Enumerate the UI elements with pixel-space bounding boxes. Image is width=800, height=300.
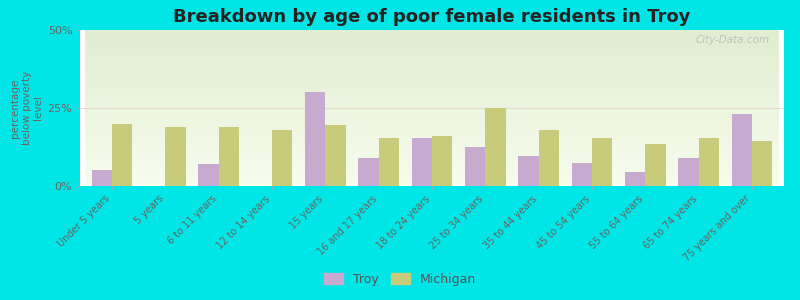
Bar (698, 138, 719, 186)
Y-axis label: percentage
below poverty
level: percentage below poverty level (10, 71, 43, 145)
Bar (378, 138, 399, 186)
Bar (432, 136, 452, 186)
Bar (486, 108, 506, 186)
Bar (518, 156, 538, 186)
Title: Breakdown by age of poor female residents in Troy: Breakdown by age of poor female resident… (174, 8, 690, 26)
Bar (272, 130, 292, 186)
Bar (646, 144, 666, 186)
Bar (752, 141, 772, 186)
Bar (358, 158, 378, 186)
Bar (198, 164, 218, 186)
Bar (572, 163, 592, 186)
Bar (732, 114, 752, 186)
Legend: Troy, Michigan: Troy, Michigan (319, 268, 481, 291)
Bar (218, 127, 239, 186)
Bar (678, 158, 698, 186)
Bar (412, 138, 432, 186)
Bar (326, 125, 346, 186)
Bar (465, 147, 486, 186)
Bar (625, 172, 646, 186)
Text: City-Data.com: City-Data.com (696, 35, 770, 45)
Bar (305, 92, 326, 186)
Bar (112, 124, 132, 186)
Bar (166, 127, 186, 186)
Bar (538, 130, 559, 186)
Bar (592, 138, 612, 186)
Bar (92, 170, 112, 186)
